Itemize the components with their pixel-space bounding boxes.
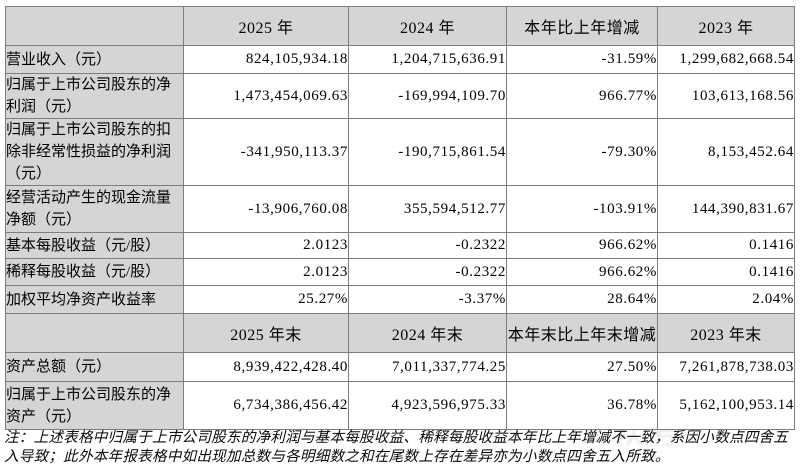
value-cell: -103.91%	[506, 185, 658, 233]
footnote: 注：上述表格中归属于上市公司股东的净利润与基本每股收益、稀释每股收益本年比上年增…	[4, 430, 789, 465]
period-end-header-row: 2025 年末 2024 年末 本年末比上年末增减 2023 年末	[5, 313, 795, 353]
value-cell: 28.64%	[506, 285, 658, 314]
value-cell: 1,299,682,668.54	[657, 45, 795, 74]
header-cell-end-change: 本年末比上年末增减	[506, 313, 658, 353]
value-cell: 7,261,878,738.03	[657, 352, 795, 382]
row-label-net-assets: 归属于上市公司股东的净资产（元）	[5, 381, 184, 430]
corner-cell	[5, 6, 184, 46]
value-cell: 7,011,337,774.25	[348, 352, 507, 382]
value-cell: 1,473,454,069.63	[183, 73, 349, 119]
value-cell: 8,939,422,428.40	[183, 352, 349, 382]
header-cell-2023: 2023 年	[657, 6, 795, 46]
value-cell: -79.30%	[506, 118, 658, 186]
value-cell: 8,153,452.64	[657, 118, 795, 186]
value-cell: 966.62%	[506, 258, 658, 286]
header-cell-yoy-change: 本年比上年增减	[506, 6, 658, 46]
row-label-net-profit: 归属于上市公司股东的净利润（元）	[5, 73, 184, 119]
value-cell: 2.0123	[183, 232, 349, 259]
value-cell: 36.78%	[506, 381, 658, 430]
value-cell: 966.62%	[506, 232, 658, 259]
row-label-total-assets: 资产总额（元）	[5, 352, 184, 382]
value-cell: 0.1416	[657, 232, 795, 259]
value-cell: 25.27%	[183, 285, 349, 314]
value-cell: 0.1416	[657, 258, 795, 286]
value-cell: 966.77%	[506, 73, 658, 119]
value-cell: 355,594,512.77	[348, 185, 507, 233]
header-cell-2024-end: 2024 年末	[348, 313, 507, 353]
table-row-operating-cash-flow: 经营活动产生的现金流量净额（元） -13,906,760.08 355,594,…	[5, 185, 795, 233]
value-cell: -13,906,760.08	[183, 185, 349, 233]
table-row-revenue: 营业收入（元） 824,105,934.18 1,204,715,636.91 …	[5, 45, 795, 74]
header-cell-2024: 2024 年	[348, 6, 507, 46]
value-cell: 103,613,168.56	[657, 73, 795, 119]
header-cell-2025-end: 2025 年末	[183, 313, 349, 353]
table-row-total-assets: 资产总额（元） 8,939,422,428.40 7,011,337,774.2…	[5, 352, 795, 382]
value-cell: 4,923,596,975.33	[348, 381, 507, 430]
header-cell-2025: 2025 年	[183, 6, 349, 46]
period-header-row: 2025 年 2024 年 本年比上年增减 2023 年	[5, 6, 795, 46]
value-cell: 27.50%	[506, 352, 658, 382]
value-cell: -169,994,109.70	[348, 73, 507, 119]
financial-summary-table: 2025 年 2024 年 本年比上年增减 2023 年 营业收入（元） 824…	[5, 6, 795, 430]
table-row-weighted-avg-roe: 加权平均净资产收益率 25.27% -3.37% 28.64% 2.04%	[5, 285, 795, 314]
value-cell: 824,105,934.18	[183, 45, 349, 74]
table-row-net-profit-excl-nonrecurring: 归属于上市公司股东的扣除非经常性损益的净利润（元） -341,950,113.3…	[5, 118, 795, 186]
row-label-net-profit-excl: 归属于上市公司股东的扣除非经常性损益的净利润（元）	[5, 118, 184, 186]
value-cell: 2.04%	[657, 285, 795, 314]
row-label-basic-eps: 基本每股收益（元/股）	[5, 232, 184, 259]
value-cell: 1,204,715,636.91	[348, 45, 507, 74]
table-row-diluted-eps: 稀释每股收益（元/股） 2.0123 -0.2322 966.62% 0.141…	[5, 258, 795, 286]
value-cell: -31.59%	[506, 45, 658, 74]
row-label-diluted-eps: 稀释每股收益（元/股）	[5, 258, 184, 286]
value-cell: 6,734,386,456.42	[183, 381, 349, 430]
value-cell: 144,390,831.67	[657, 185, 795, 233]
value-cell: -0.2322	[348, 232, 507, 259]
value-cell: -190,715,861.54	[348, 118, 507, 186]
value-cell: -0.2322	[348, 258, 507, 286]
header-cell-2023-end: 2023 年末	[657, 313, 795, 353]
corner-cell	[5, 313, 184, 353]
row-label-roe: 加权平均净资产收益率	[5, 285, 184, 314]
value-cell: 5,162,100,953.14	[657, 381, 795, 430]
value-cell: 2.0123	[183, 258, 349, 286]
table-row-net-assets: 归属于上市公司股东的净资产（元） 6,734,386,456.42 4,923,…	[5, 381, 795, 430]
table-row-net-profit: 归属于上市公司股东的净利润（元） 1,473,454,069.63 -169,9…	[5, 73, 795, 119]
value-cell: -3.37%	[348, 285, 507, 314]
row-label-revenue: 营业收入（元）	[5, 45, 184, 74]
table-row-basic-eps: 基本每股收益（元/股） 2.0123 -0.2322 966.62% 0.141…	[5, 232, 795, 259]
row-label-cash-flow: 经营活动产生的现金流量净额（元）	[5, 185, 184, 233]
value-cell: -341,950,113.37	[183, 118, 349, 186]
